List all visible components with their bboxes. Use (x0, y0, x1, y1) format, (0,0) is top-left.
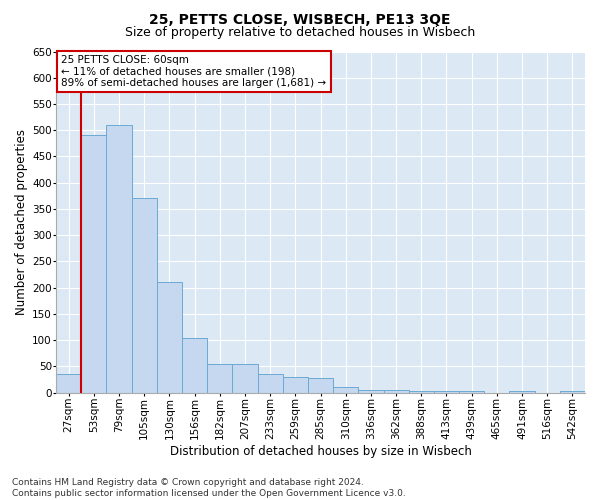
Bar (383, 390, 409, 392)
Bar (157, 282, 182, 393)
Bar (358, 390, 383, 392)
Bar (409, 391, 434, 392)
Text: 25 PETTS CLOSE: 60sqm
← 11% of detached houses are smaller (198)
89% of semi-det: 25 PETTS CLOSE: 60sqm ← 11% of detached … (61, 55, 326, 88)
Y-axis label: Number of detached properties: Number of detached properties (15, 129, 28, 315)
Bar (106, 125, 131, 392)
X-axis label: Distribution of detached houses by size in Wisbech: Distribution of detached houses by size … (170, 444, 472, 458)
Bar (333, 388, 358, 392)
Bar (459, 391, 484, 392)
Bar (283, 377, 308, 392)
Bar (434, 391, 459, 392)
Text: 25, PETTS CLOSE, WISBECH, PE13 3QE: 25, PETTS CLOSE, WISBECH, PE13 3QE (149, 12, 451, 26)
Bar (81, 136, 106, 392)
Bar (560, 391, 585, 392)
Bar (131, 198, 157, 392)
Bar (308, 378, 333, 392)
Bar (182, 338, 207, 392)
Bar (257, 374, 283, 392)
Bar (509, 391, 535, 392)
Text: Contains HM Land Registry data © Crown copyright and database right 2024.
Contai: Contains HM Land Registry data © Crown c… (12, 478, 406, 498)
Bar (56, 374, 81, 392)
Text: Size of property relative to detached houses in Wisbech: Size of property relative to detached ho… (125, 26, 475, 39)
Bar (207, 364, 232, 392)
Bar (232, 364, 257, 392)
